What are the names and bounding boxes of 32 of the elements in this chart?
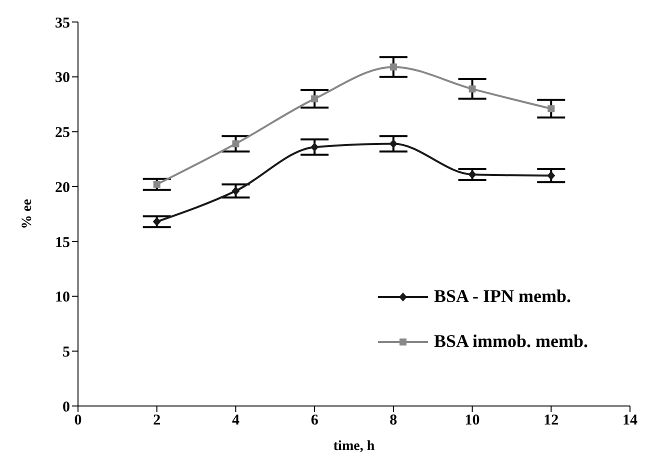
y-tick-label: 15 — [55, 234, 70, 251]
point — [548, 105, 555, 112]
point — [389, 139, 398, 148]
point — [468, 85, 476, 92]
x-tick-label: 0 — [74, 412, 82, 429]
legend-label: BSA immob. memb. — [434, 331, 588, 352]
point — [152, 217, 161, 226]
x-tick-label: 8 — [390, 412, 398, 429]
y-tick-label: 10 — [55, 290, 70, 306]
point — [390, 63, 397, 70]
y-tick-label: 5 — [62, 344, 70, 360]
point — [547, 171, 556, 180]
x-axis-title: time, h — [333, 439, 375, 454]
y-tick-label: 35 — [55, 15, 70, 32]
legend-label: BSA - IPN memb. — [434, 286, 571, 307]
y-tick-label: 30 — [55, 70, 70, 86]
x-tick-label: 14 — [622, 412, 638, 429]
x-tick-label: 4 — [232, 412, 240, 429]
y-axis-title: % ee — [20, 199, 35, 229]
point — [232, 140, 240, 148]
y-tick-label: 25 — [55, 125, 70, 142]
point — [311, 95, 318, 102]
point — [468, 170, 476, 180]
point — [232, 186, 240, 196]
x-tick-label: 2 — [153, 412, 161, 429]
x-tick-label: 10 — [464, 412, 480, 429]
y-tick-label: 0 — [62, 399, 70, 416]
x-tick-label: 12 — [544, 412, 559, 429]
y-tick-label: 20 — [55, 180, 70, 196]
x-tick-label: 6 — [310, 412, 319, 429]
point — [310, 142, 319, 152]
point — [153, 180, 160, 188]
